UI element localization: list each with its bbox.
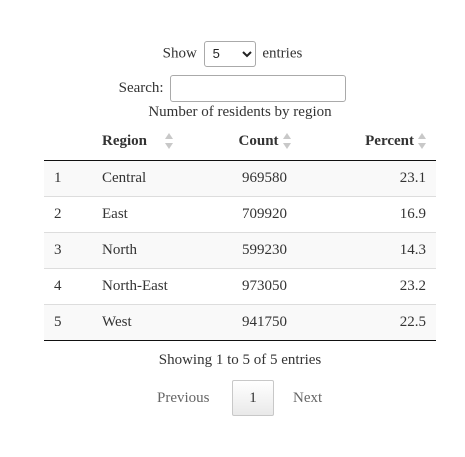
cell-percent: 23.1 [310, 160, 436, 197]
column-header-percent-label: Percent [365, 132, 414, 149]
cell-index: 1 [44, 160, 102, 197]
cell-region: Central [102, 160, 219, 197]
table-row: 2 East 709920 16.9 [44, 196, 436, 233]
table-row: 5 West 941750 22.5 [44, 304, 436, 341]
cell-count: 973050 [218, 268, 311, 305]
search-control: Search: [0, 75, 465, 103]
page-1-button[interactable]: 1 [232, 380, 274, 416]
search-label: Search: [118, 80, 164, 97]
page-length-select[interactable]: 5 [203, 40, 256, 67]
table-caption: Number of residents by region [148, 104, 332, 120]
cell-count: 941750 [218, 304, 311, 341]
next-page-button[interactable]: Next [293, 390, 323, 406]
cell-count: 969580 [218, 160, 311, 197]
cell-count: 709920 [218, 196, 311, 233]
cell-index: 5 [44, 304, 102, 341]
sort-both-icon [164, 133, 173, 149]
show-label: Show [162, 45, 197, 62]
cell-index: 3 [44, 232, 102, 269]
column-header-index [44, 122, 102, 161]
sort-both-icon [282, 133, 291, 150]
entries-label: entries [262, 45, 303, 62]
column-header-percent[interactable]: Percent [310, 122, 436, 161]
table-row: 1 Central 969580 23.1 [44, 160, 436, 197]
column-header-region[interactable]: Region [102, 122, 219, 161]
cell-percent: 22.5 [310, 304, 436, 341]
column-header-count[interactable]: Count [218, 122, 311, 161]
table-row: 3 North 599230 14.3 [44, 232, 436, 269]
column-header-region-label: Region [102, 132, 147, 149]
cell-percent: 14.3 [310, 232, 436, 269]
cell-count: 599230 [218, 232, 311, 269]
cell-percent: 16.9 [310, 196, 436, 233]
cell-region: West [102, 304, 219, 341]
previous-page-button[interactable]: Previous [157, 390, 210, 406]
pagination: Previous 1 Next [0, 380, 465, 416]
data-table: Region Count Percent 1 Central 969580 23… [44, 122, 436, 341]
cell-region: East [102, 196, 219, 233]
cell-index: 4 [44, 268, 102, 305]
cell-index: 2 [44, 196, 102, 233]
search-input[interactable] [170, 75, 347, 103]
table-info: Showing 1 to 5 of 5 entries [158, 352, 322, 368]
page-length-control: Show 5 entries [0, 40, 465, 67]
table-header-row: Region Count Percent [44, 122, 436, 161]
column-header-count-label: Count [238, 132, 279, 149]
cell-region: North-East [102, 268, 219, 305]
cell-percent: 23.2 [310, 268, 436, 305]
cell-region: North [102, 232, 219, 269]
sort-both-icon [418, 133, 426, 150]
table-row: 4 North-East 973050 23.2 [44, 268, 436, 305]
